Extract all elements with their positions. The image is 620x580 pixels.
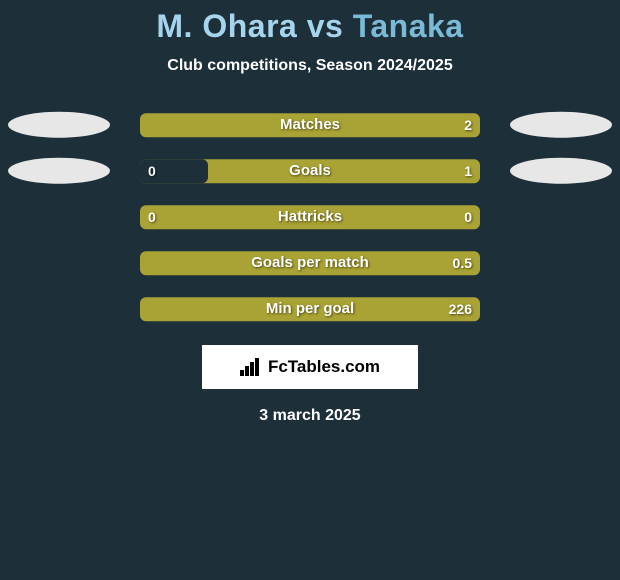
stat-row: Hattricks0 0 [0,199,620,245]
stat-row: Goals per match0.5 [0,245,620,291]
subtitle: Club competitions, Season 2024/2025 [0,57,620,75]
stat-label: Matches [140,113,480,137]
page-title: M. Ohara vs Tanaka [0,8,620,45]
stat-bar: Hattricks0 0 [140,205,480,229]
player2-name: Tanaka [353,8,464,44]
stat-bar-fill [140,159,208,183]
stat-bar: Goals per match0.5 [140,251,480,275]
stat-row: Matches2 [0,107,620,153]
stat-bar: Goals01 [140,159,480,183]
barchart-icon [240,358,262,376]
date: 3 march 2025 [0,407,620,425]
stat-bar: Matches2 [140,113,480,137]
stats-rows: Matches2 Goals01 Hattricks0 0 Goals per matc… [0,107,620,337]
stat-row: Goals01 [0,153,620,199]
stat-value-right: 0.5 [453,251,472,275]
player1-name: M. Ohara [156,8,297,44]
stat-label: Min per goal [140,297,480,321]
stat-value-right: 2 [464,113,472,137]
vs-separator: vs [307,8,344,44]
player2-marker [510,112,612,138]
stats-card: M. Ohara vs Tanaka Club competitions, Se… [0,0,620,425]
branding-badge[interactable]: FcTables.com [202,345,418,389]
player1-marker [8,112,110,138]
stat-value-right: 0 [464,205,472,229]
stat-row: Min per goal226 [0,291,620,337]
stat-label: Hattricks [140,205,480,229]
stat-value-right: 1 [464,159,472,183]
player1-marker [8,158,110,184]
branding-text: FcTables.com [268,357,380,377]
stat-value-right: 226 [449,297,472,321]
player2-marker [510,158,612,184]
stat-value-left: 0 [148,205,156,229]
stat-label: Goals per match [140,251,480,275]
stat-bar: Min per goal226 [140,297,480,321]
